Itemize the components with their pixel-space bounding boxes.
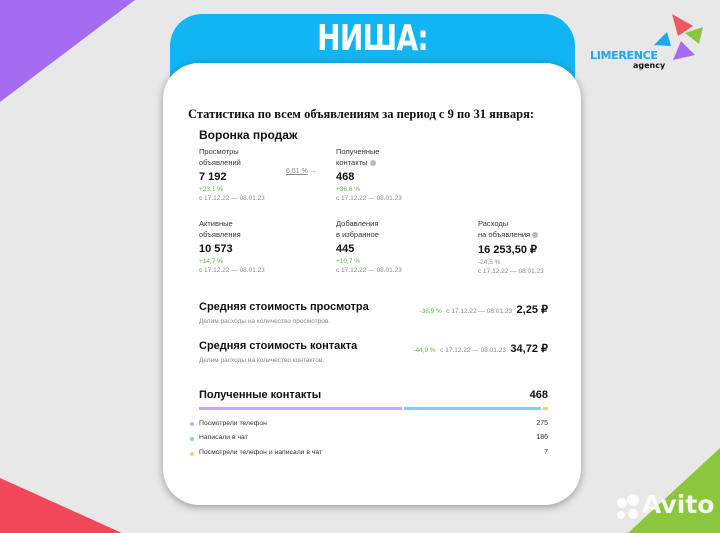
metric-expenses: Расходы на объявления 16 253,50 ₽ -24,5 … [478,218,544,275]
funnel-title: Воронка продаж [199,128,298,142]
contacts-title: Полученные контакты [199,389,322,401]
arrow-right-icon: → [309,168,317,175]
cost-per-contact-title: Средняя стоимость контакта [199,340,358,352]
metric-label: объявления [199,230,241,239]
metric-value: 7 192 [199,171,227,183]
cost-change: -38,9 % [419,308,442,315]
contacts-row-value: 275 [536,420,548,427]
page-heading: Статистика по всем объявлениям за период… [188,107,534,121]
metric-change: +14,7 % [199,258,224,265]
logo-red-triangle [672,14,693,36]
bar-segment-chat [404,407,541,410]
cost-period: с 17.12.22 — 08.01.23 [446,308,513,315]
info-icon[interactable] [369,160,376,167]
avito-logo-icon [617,494,639,519]
metric-change: +10,7 % [336,258,361,265]
cost-value: 34,72 ₽ [510,343,548,355]
metric-label: контакты [336,158,368,167]
metric-contacts: Полученные контакты 468 +36,8 % с 17.12.… [336,146,402,202]
cost-change: -44,9 % [413,347,436,354]
info-icon[interactable] [532,232,539,239]
cost-per-view-title: Средняя стоимость просмотра [199,301,369,313]
legend-dot-both [190,452,194,456]
metric-change: +36,8 % [336,186,361,193]
cost-per-view-stats: -38,9 % с 17.12.22 — 08.01.23 2,25 ₽ [419,300,548,318]
metric-period: с 17.12.22 — 08.01.23 [199,195,265,202]
metric-value: 468 [336,171,355,183]
logo-green-triangle [685,27,703,44]
cost-value: 2,25 ₽ [516,304,548,316]
metric-label: на объявления [478,230,531,239]
contacts-row-value: 186 [536,434,548,441]
stats-card [163,63,581,505]
metric-label: Просмотры [199,147,239,156]
contacts-total: 468 [529,389,548,401]
purple-triangle [0,0,135,102]
metric-value: 16 253,50 ₽ [478,244,537,256]
logo-blue-triangle [654,32,671,46]
conversion-value: 6,51 % [286,168,308,175]
metric-period: с 17.12.22 — 08.01.23 [336,195,402,202]
metric-label: в избранное [336,230,379,239]
metric-period: с 17.12.22 — 08.01.23 [336,267,402,274]
brand-logo: LIMERENCE [590,49,658,62]
contacts-row-label: Посмотрели телефон [199,420,267,427]
metric-value: 10 573 [199,243,233,255]
bar-segment-both [542,407,548,410]
metric-period: с 17.12.22 — 08.01.23 [478,268,544,275]
contacts-row-value: 7 [544,449,548,456]
metric-change: -24,5 % [478,259,501,266]
green-triangle [628,448,720,533]
brand-logo-sub: agency [633,61,666,70]
metric-label: объявлений [199,158,241,167]
cost-per-contact-stats: -44,9 % с 17.12.22 — 08.01.23 34,72 ₽ [413,339,548,357]
metric-label: Расходы [478,219,509,228]
logo-purple-triangle [673,41,695,60]
metric-label: Активные [199,219,233,228]
bar-segment-phone [199,407,403,410]
legend-dot-phone [190,422,194,426]
cost-per-view-desc: Делим расходы на количество просмотров. [199,318,331,325]
conversion-rate[interactable]: 6,51 % → [286,168,317,175]
contacts-row-label: Написали в чат [199,434,248,441]
red-triangle [0,478,122,533]
metric-label: Полученные [336,147,380,156]
metric-change: +23,1 % [199,186,224,193]
cost-per-contact-desc: Делим расходы на количество контактов. [199,357,325,364]
metric-label: Добавления [336,219,379,228]
metric-value: 445 [336,243,355,255]
contacts-row-label: Посмотрели телефон и написали в чат [199,449,323,456]
metric-active-ads: Активные объявления 10 573 +14,7 % с 17.… [199,218,265,274]
metric-favorites: Добавления в избранное 445 +10,7 % с 17.… [336,218,402,274]
metric-views: Просмотры объявлений 7 192 +23,1 % с 17.… [199,146,265,202]
metric-period: с 17.12.22 — 08.01.23 [199,267,265,274]
legend-dot-chat [190,437,194,441]
avito-logo: Avito [642,490,715,519]
cost-period: с 17.12.22 — 08.01.23 [440,347,506,354]
